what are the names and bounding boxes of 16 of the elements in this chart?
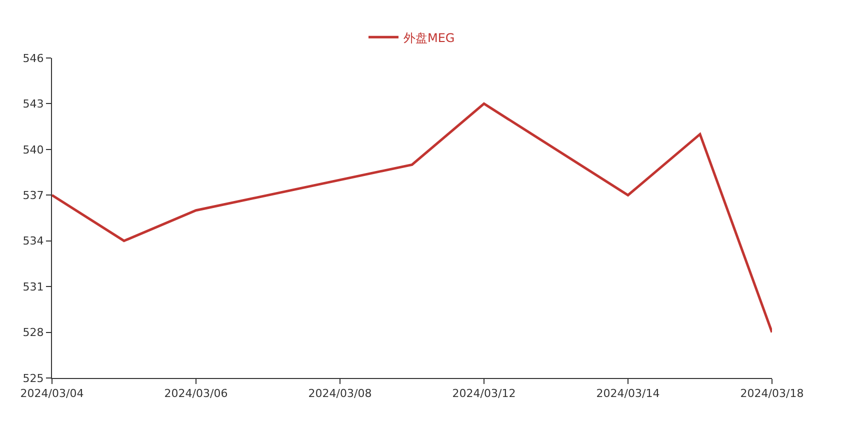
x-tick-label: 2024/03/18	[740, 387, 804, 400]
y-tick-label: 531	[22, 280, 44, 294]
y-tick-label: 534	[22, 234, 44, 248]
x-tick-label: 2024/03/14	[596, 387, 660, 400]
x-tick-label: 2024/03/06	[164, 387, 228, 400]
x-tick-label: 2024/03/12	[452, 387, 516, 400]
x-tick-label: 2024/03/08	[308, 387, 372, 400]
y-tick-label: 543	[22, 98, 44, 111]
y-tick-label: 525	[22, 372, 44, 385]
y-tick-label: 540	[22, 143, 44, 156]
legend-label: 外盘MEG	[404, 30, 455, 45]
y-tick-label: 546	[22, 52, 44, 65]
y-tick-label: 528	[22, 326, 44, 340]
line-series	[52, 102, 772, 334]
y-tick-label: 537	[22, 188, 44, 202]
x-tick-label: 2024/03/04	[20, 387, 84, 400]
